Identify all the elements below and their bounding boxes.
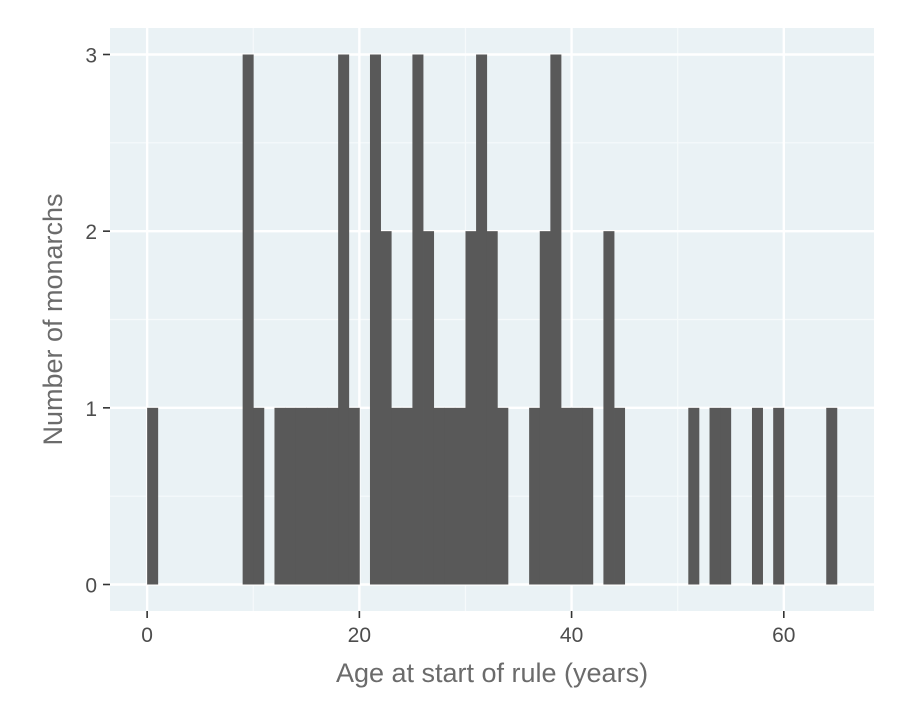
histogram-bar <box>327 407 339 585</box>
x-tick-label: 60 <box>772 624 795 647</box>
histogram-bar <box>380 231 392 585</box>
histogram-bar <box>826 407 838 585</box>
histogram-bars <box>147 54 838 585</box>
x-tick-label: 0 <box>141 624 153 647</box>
histogram-bar <box>338 54 350 585</box>
y-tick-label: 3 <box>85 45 97 68</box>
x-tick-label: 20 <box>348 624 371 647</box>
histogram-bar <box>253 407 265 585</box>
y-axis-title: Number of monarchs <box>38 193 68 445</box>
histogram-bar <box>614 407 626 585</box>
histogram-bar <box>316 407 328 585</box>
y-axis: 0 1 2 3 <box>85 45 110 598</box>
histogram-bar <box>688 407 700 585</box>
y-tick-label: 2 <box>85 221 97 244</box>
histogram-bar <box>709 407 721 585</box>
histogram-bar <box>444 407 456 585</box>
histogram-bar <box>560 407 572 585</box>
histogram-bar <box>465 231 477 585</box>
histogram-bar <box>571 407 583 585</box>
histogram-bar <box>423 231 435 585</box>
histogram-bar <box>476 54 488 585</box>
histogram-bar <box>391 407 403 585</box>
histogram-bar <box>147 407 159 585</box>
histogram-bar <box>751 407 763 585</box>
histogram-bar <box>582 407 594 585</box>
x-axis-title: Age at start of rule (years) <box>336 658 648 688</box>
histogram-bar <box>773 407 785 585</box>
histogram-bar <box>603 231 615 585</box>
x-tick-label: 40 <box>560 624 583 647</box>
histogram-bar <box>348 407 360 585</box>
histogram-bar <box>454 407 466 585</box>
histogram-bar <box>369 54 381 585</box>
histogram-bar <box>285 407 297 585</box>
histogram-bar <box>412 54 424 585</box>
histogram-bar <box>539 231 551 585</box>
histogram-bar <box>274 407 286 585</box>
histogram-bar <box>550 54 562 585</box>
histogram-bar <box>433 407 445 585</box>
histogram-bar <box>486 231 498 585</box>
histogram-bar <box>401 407 413 585</box>
y-tick-label: 0 <box>85 575 97 598</box>
y-tick-label: 1 <box>85 398 97 421</box>
x-axis: 0 20 40 60 <box>141 611 795 647</box>
histogram-bar <box>242 54 254 585</box>
histogram-bar <box>529 407 541 585</box>
histogram-bar <box>720 407 732 585</box>
histogram-bar <box>295 407 307 585</box>
histogram-bar <box>306 407 318 585</box>
histogram-bar <box>497 407 509 585</box>
